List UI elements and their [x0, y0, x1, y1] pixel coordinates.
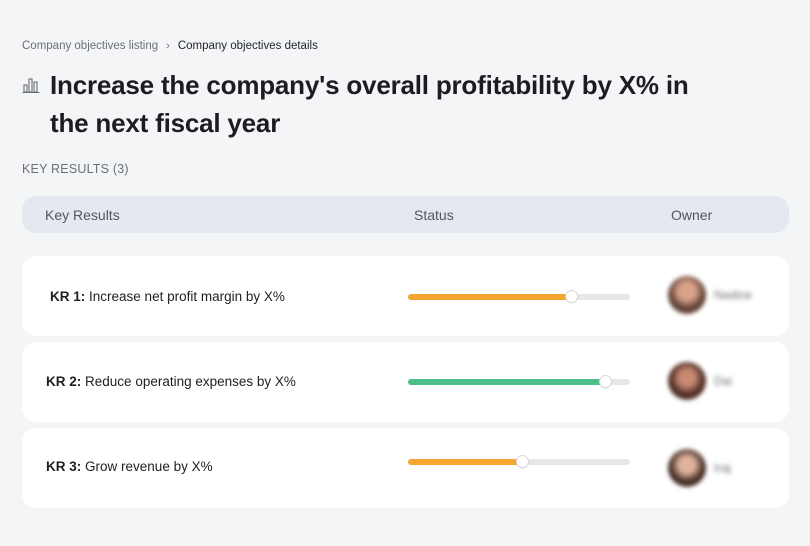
avatar — [668, 449, 706, 487]
owner-name: Dai — [714, 374, 733, 388]
status-progress-bar — [408, 376, 630, 387]
status-progress-bar — [408, 456, 630, 467]
page-title: Increase the company's overall profitabi… — [50, 70, 689, 138]
progress-handle[interactable] — [566, 291, 578, 302]
column-header-key-results: Key Results — [45, 207, 120, 223]
objective-header: Increase the company's overall profitabi… — [22, 66, 762, 142]
owner[interactable]: Nadine — [668, 276, 752, 314]
breadcrumb-current: Company objectives details — [177, 40, 318, 52]
owner-name: Nadine — [714, 288, 753, 302]
table-header: Key Results Status Owner — [22, 196, 789, 233]
progress-handle[interactable] — [599, 376, 611, 387]
progress-handle[interactable] — [517, 456, 529, 467]
key-result-label: KR 1: Increase net profit margin by X% — [50, 289, 285, 304]
breadcrumb-link-objectives-listing[interactable]: Company objectives listing — [22, 40, 159, 52]
key-result-text: Grow revenue by X% — [85, 459, 213, 474]
column-header-status: Status — [414, 207, 454, 223]
key-result-text: Reduce operating expenses by X% — [85, 374, 296, 389]
owner-name: Iraj — [714, 461, 731, 475]
key-results-heading: KEY RESULTS (3) — [22, 162, 129, 176]
column-header-owner: Owner — [671, 207, 713, 223]
avatar — [668, 276, 706, 314]
progress-fill — [408, 379, 606, 385]
progress-fill — [408, 459, 524, 465]
key-result-label: KR 3: Grow revenue by X% — [46, 459, 213, 474]
owner[interactable]: Iraj — [668, 449, 731, 487]
key-result-row[interactable]: KR 3: Grow revenue by X% Iraj — [22, 428, 789, 508]
avatar — [668, 362, 706, 400]
owner[interactable]: Dai — [668, 362, 732, 400]
key-result-text: Increase net profit margin by X% — [89, 289, 285, 304]
key-result-row[interactable]: KR 1: Increase net profit margin by X% N… — [22, 256, 789, 336]
breadcrumb: Company objectives listing › Company obj… — [22, 40, 318, 52]
progress-fill — [408, 294, 573, 300]
bar-chart-icon — [22, 78, 40, 94]
key-result-id: KR 3: — [46, 459, 82, 474]
key-result-row[interactable]: KR 2: Reduce operating expenses by X% Da… — [22, 342, 789, 422]
key-result-id: KR 2: — [46, 374, 82, 389]
chevron-right-icon: › — [166, 40, 170, 52]
key-result-label: KR 2: Reduce operating expenses by X% — [46, 374, 296, 389]
key-result-id: KR 1: — [50, 289, 86, 304]
status-progress-bar — [408, 291, 630, 302]
